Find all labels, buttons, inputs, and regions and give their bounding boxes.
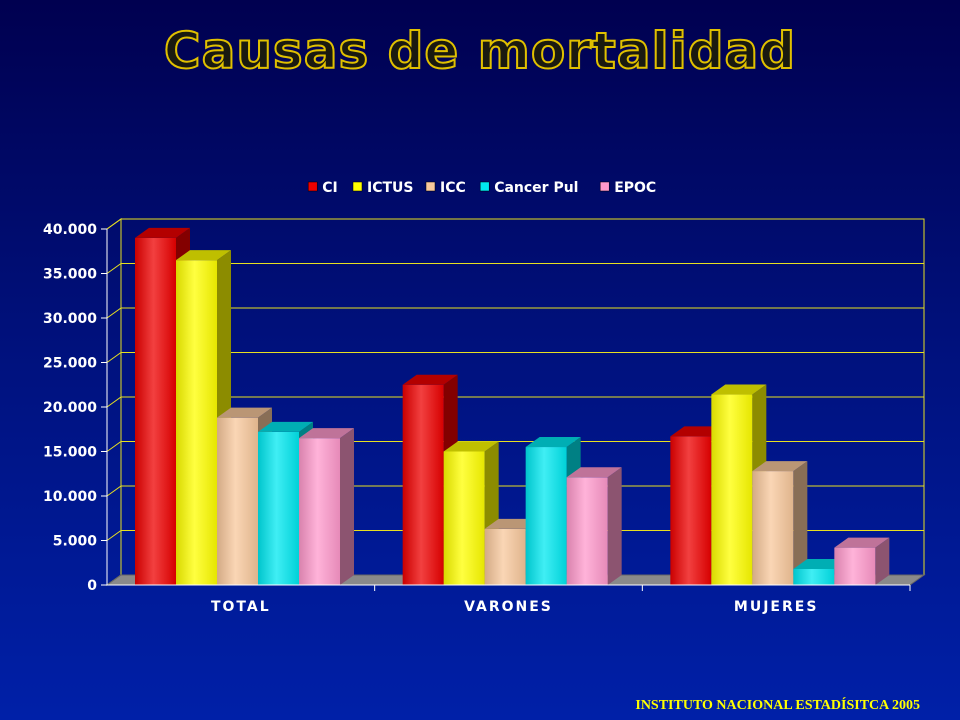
- y-tick-label: 0: [87, 578, 97, 594]
- bar-top: [176, 250, 231, 261]
- slide-title: Causas de mortalidad: [163, 21, 797, 81]
- bar-top: [566, 467, 622, 478]
- legend-swatch: [307, 181, 318, 192]
- bar-front: [711, 394, 753, 585]
- x-tick-label: TOTAL: [211, 599, 271, 615]
- bars: [135, 227, 890, 585]
- bar-side: [607, 467, 622, 585]
- legend-item-cancer-pul: Cancer Pul: [479, 180, 578, 196]
- bar-side: [793, 461, 808, 585]
- gridline: [106, 352, 924, 363]
- bar-top: [135, 227, 190, 238]
- legend-swatch: [479, 181, 490, 192]
- legend-item-ictus: ICTUS: [352, 180, 413, 196]
- bar-front: [443, 451, 485, 585]
- bar-epoc-total: [299, 428, 354, 585]
- x-tick-label: VARONES: [464, 599, 553, 615]
- x-axis: TOTAL VARONES MUJERES: [107, 584, 911, 615]
- x-tick-label: MUJERES: [734, 599, 819, 615]
- source-note: INSTITUTO NACIONAL ESTADÍSITCA 2005: [635, 698, 920, 713]
- bar-front: [258, 431, 299, 585]
- legend-label: Cancer Pul: [494, 180, 578, 196]
- bar-front: [176, 260, 217, 585]
- bar-epoc-varones: [566, 467, 622, 585]
- bar-front: [752, 471, 794, 585]
- bar-front: [402, 384, 444, 585]
- y-tick-label: 20.000: [43, 400, 97, 416]
- bar-side: [340, 428, 354, 585]
- legend-item-ci: CI: [307, 180, 338, 196]
- legend-label: ICC: [440, 180, 466, 196]
- gridline: [106, 485, 924, 497]
- y-tick-label: 30.000: [43, 311, 97, 327]
- bar-top: [752, 461, 808, 472]
- bar-top: [834, 537, 890, 548]
- gridline: [106, 396, 924, 408]
- bar-top: [525, 437, 581, 448]
- legend-label: EPOC: [614, 180, 656, 196]
- bar-top: [402, 374, 458, 385]
- y-tick-label: 35.000: [43, 267, 97, 283]
- mortality-bar-chart: CI ICTUS ICC Cancer Pul EPOC 0 5.000 10.000 15.…: [43, 180, 926, 615]
- y-tick-label: 10.000: [43, 489, 97, 505]
- gridlines: [106, 218, 924, 541]
- legend-label: ICTUS: [367, 180, 413, 196]
- legend-swatch: [425, 181, 436, 192]
- y-axis: 0 5.000 10.000 15.000 20.000 25.000 30.000 35.0…: [43, 222, 108, 594]
- legend-swatch: [352, 181, 363, 192]
- bar-front: [217, 417, 258, 585]
- bar-front: [299, 438, 340, 585]
- y-tick-label: 15.000: [43, 445, 97, 461]
- gridline: [106, 263, 924, 274]
- bar-top: [443, 441, 499, 452]
- bar-top: [217, 407, 272, 418]
- bar-top: [299, 428, 354, 439]
- y-tick-label: 25.000: [43, 356, 97, 372]
- gridline: [106, 530, 924, 541]
- bar-epoc-mujeres: [834, 537, 890, 585]
- gridline: [106, 218, 924, 230]
- gridline: [106, 307, 924, 319]
- bar-front: [793, 568, 835, 585]
- bar-front: [834, 547, 876, 585]
- bar-side: [875, 537, 890, 585]
- bar-front: [670, 436, 712, 585]
- y-tick-label: 5.000: [53, 534, 98, 550]
- gridline: [106, 441, 924, 452]
- bar-front: [484, 528, 526, 585]
- bar-front: [135, 237, 176, 585]
- bar-icc-mujeres: [752, 461, 808, 585]
- y-tick-label: 40.000: [43, 222, 97, 238]
- bar-front: [525, 447, 567, 585]
- legend-item-epoc: EPOC: [599, 180, 656, 196]
- legend-item-icc: ICC: [425, 180, 466, 196]
- legend-swatch: [599, 181, 610, 192]
- bar-top: [711, 384, 767, 395]
- bar-top: [258, 421, 313, 432]
- legend-label: CI: [322, 180, 337, 196]
- chart-legend: CI ICTUS ICC Cancer Pul EPOC: [307, 180, 656, 196]
- bar-front: [566, 477, 608, 585]
